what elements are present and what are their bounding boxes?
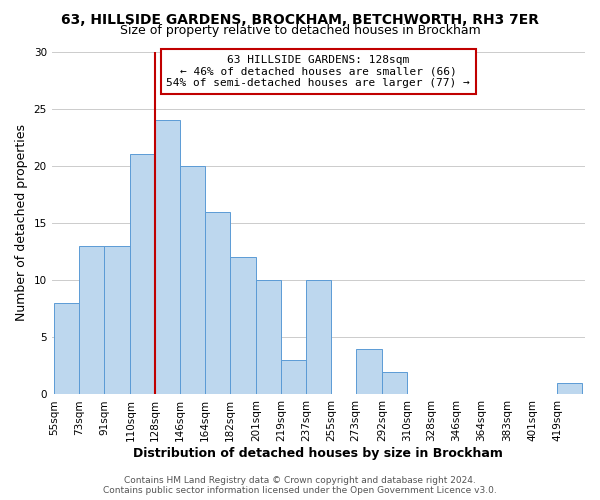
Bar (130, 154, 155, 394)
Bar (256, 280, 281, 394)
Bar (155, 120, 180, 394)
Bar (306, 280, 331, 394)
Bar (230, 258, 256, 394)
Bar (55, 303, 79, 394)
Bar (180, 166, 205, 394)
Text: 63 HILLSIDE GARDENS: 128sqm
← 46% of detached houses are smaller (66)
54% of sem: 63 HILLSIDE GARDENS: 128sqm ← 46% of det… (166, 55, 470, 88)
Y-axis label: Number of detached properties: Number of detached properties (15, 124, 28, 322)
Bar (557, 383, 582, 394)
Text: Size of property relative to detached houses in Brockham: Size of property relative to detached ho… (119, 24, 481, 37)
Bar (382, 372, 407, 394)
Bar (356, 348, 382, 395)
Bar (281, 360, 306, 394)
Text: Contains HM Land Registry data © Crown copyright and database right 2024.
Contai: Contains HM Land Registry data © Crown c… (103, 476, 497, 495)
X-axis label: Distribution of detached houses by size in Brockham: Distribution of detached houses by size … (133, 447, 503, 460)
Bar (79, 246, 104, 394)
Bar (205, 212, 230, 394)
Text: 63, HILLSIDE GARDENS, BROCKHAM, BETCHWORTH, RH3 7ER: 63, HILLSIDE GARDENS, BROCKHAM, BETCHWOR… (61, 12, 539, 26)
Bar (104, 246, 130, 394)
